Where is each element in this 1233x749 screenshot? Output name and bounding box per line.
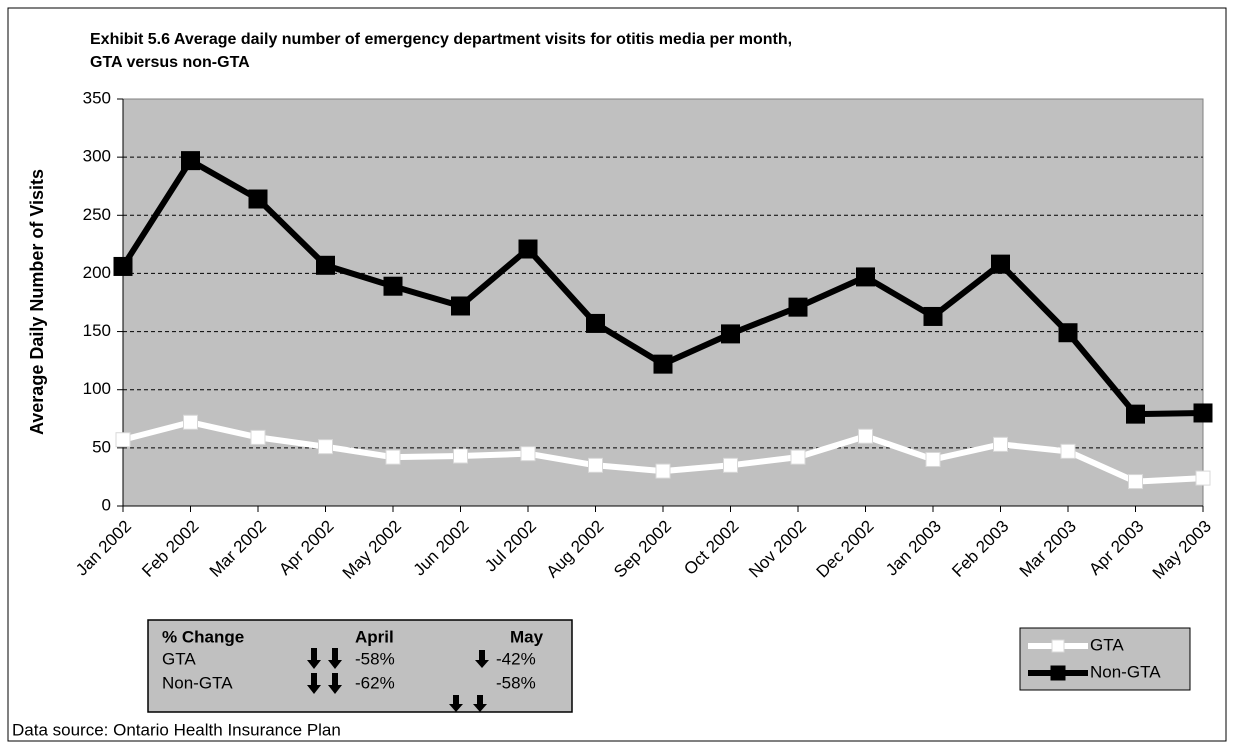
table-header: % Change	[162, 627, 244, 646]
point-marker	[721, 324, 740, 344]
point-marker	[520, 446, 536, 462]
legend-marker	[1050, 665, 1066, 681]
table-cell: -58%	[355, 649, 395, 668]
point-marker	[451, 296, 470, 316]
point-marker	[518, 239, 538, 259]
point-marker	[1195, 470, 1211, 486]
y-tick-label: 100	[83, 379, 111, 398]
down-arrow	[473, 695, 487, 712]
point-marker	[925, 451, 941, 467]
table-cell: Non-GTA	[162, 673, 233, 692]
arrows	[307, 648, 489, 712]
point-marker	[586, 313, 605, 333]
point-marker	[113, 256, 133, 276]
point-marker	[115, 432, 131, 448]
point-marker	[790, 449, 806, 465]
point-marker	[653, 354, 673, 374]
point-marker	[183, 414, 198, 430]
source-note: Data source: Ontario Health Insurance Pl…	[12, 720, 341, 739]
point-marker	[993, 436, 1008, 452]
table-header: May	[510, 627, 544, 646]
point-marker	[788, 297, 808, 317]
point-marker	[1060, 443, 1076, 459]
point-marker	[655, 463, 671, 479]
y-tick-label: 200	[83, 263, 111, 282]
down-arrow	[307, 673, 321, 694]
down-arrow	[449, 695, 463, 712]
chart-title: GTA versus non-GTA	[90, 54, 250, 71]
change-table: % Change April May GTA -58% -42% Non-GTA…	[147, 619, 573, 713]
table-cell: -42%	[496, 649, 536, 668]
point-marker	[383, 276, 403, 296]
table-cell: GTA	[162, 649, 196, 668]
point-marker	[1128, 474, 1143, 490]
y-tick-label: 250	[83, 205, 111, 224]
point-marker	[1126, 404, 1145, 424]
y-tick-label: 350	[83, 88, 111, 107]
point-marker	[856, 267, 875, 287]
down-arrow	[307, 648, 321, 669]
point-marker	[181, 151, 200, 171]
point-marker	[318, 439, 333, 455]
y-tick-label: 0	[102, 495, 111, 514]
table-header: April	[355, 627, 394, 646]
point-marker	[991, 254, 1010, 274]
point-marker	[1058, 323, 1078, 343]
legend	[1019, 627, 1191, 691]
legend-label: GTA	[1090, 635, 1124, 654]
point-marker	[1193, 403, 1213, 423]
legend-label: Non-GTA	[1090, 662, 1161, 681]
point-marker	[453, 448, 468, 464]
point-marker	[248, 189, 268, 209]
table-box	[147, 619, 573, 713]
legend-marker	[1051, 639, 1065, 653]
down-arrow	[475, 650, 489, 668]
table-cell: -58%	[496, 673, 536, 692]
y-tick-label: 50	[92, 437, 111, 456]
point-marker	[858, 428, 873, 444]
table-cell: -62%	[355, 673, 395, 692]
point-marker	[588, 457, 603, 473]
y-tick-label: 300	[83, 147, 111, 166]
point-marker	[316, 255, 335, 275]
point-marker	[250, 429, 266, 445]
down-arrow	[328, 673, 342, 694]
chart-title: Exhibit 5.6 Average daily number of emer…	[90, 31, 792, 48]
y-tick-label: 150	[83, 321, 111, 340]
point-marker	[923, 306, 943, 326]
point-marker	[723, 457, 738, 473]
y-axis-label: Average Daily Number of Visits	[27, 169, 47, 435]
plot-area	[122, 98, 1204, 507]
point-marker	[385, 449, 401, 465]
down-arrow	[328, 648, 342, 669]
